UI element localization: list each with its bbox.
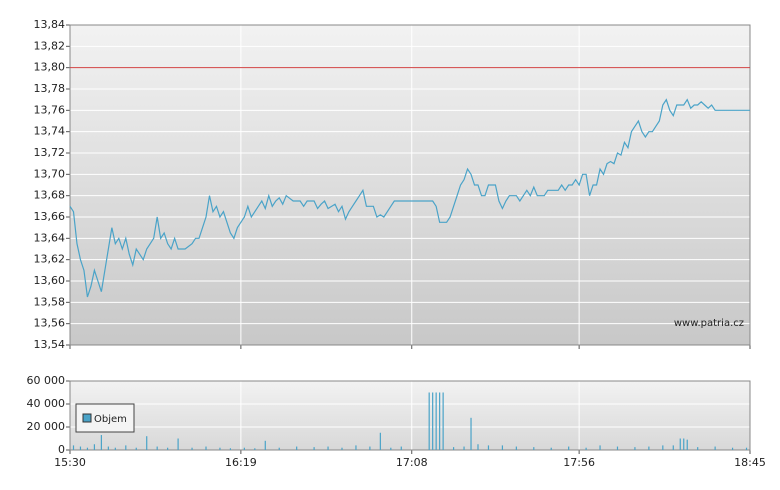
y-tick-label: 13,78: [34, 82, 66, 95]
volume-bar: [114, 447, 116, 450]
volume-bar: [568, 446, 570, 450]
volume-bar: [355, 445, 357, 450]
price-plot: [70, 25, 750, 345]
volume-bar: [379, 432, 381, 450]
volume-bar: [100, 435, 102, 450]
volume-bar: [470, 417, 472, 450]
volume-bar: [135, 447, 137, 450]
volume-bar: [731, 447, 734, 450]
volume-bar: [86, 447, 89, 450]
legend-label: Objem: [94, 414, 127, 425]
volume-bar: [463, 446, 465, 450]
y-tick-label: 13,72: [34, 146, 66, 159]
volume-bar: [515, 446, 517, 450]
volume-bar: [341, 447, 343, 450]
y-tick-label: 13,58: [34, 295, 66, 308]
x-tick-label: 17:08: [396, 456, 428, 469]
volume-bar: [683, 438, 685, 450]
y-tick-label: 13,82: [34, 39, 66, 52]
volume-bar: [93, 444, 96, 450]
volume-bar: [219, 447, 221, 450]
y-tick-label: 13,62: [34, 253, 66, 266]
volume-bar: [452, 447, 455, 450]
y-tick-label: 0: [58, 443, 65, 456]
volume-bar: [501, 445, 504, 450]
y-tick-label: 13,68: [34, 189, 66, 202]
volume-bar: [714, 446, 716, 450]
volume-bar: [435, 392, 437, 450]
volume-bar: [616, 446, 619, 450]
y-tick-label: 13,70: [34, 167, 66, 180]
volume-bar: [550, 447, 552, 450]
volume-bar: [296, 446, 298, 450]
volume-bar: [146, 436, 148, 450]
plot-border: [69, 24, 751, 346]
legend-swatch: [82, 413, 92, 423]
y-tick-label: 13,66: [34, 210, 66, 223]
x-tick-label: 18:45: [734, 456, 766, 469]
volume-bar: [439, 392, 441, 450]
volume-bar: [243, 447, 245, 450]
volume-bar: [264, 440, 266, 450]
y-tick-label: 13,80: [34, 61, 66, 74]
volume-bar: [428, 392, 430, 450]
volume-bar: [254, 448, 256, 450]
volume-bar: [487, 445, 490, 450]
volume-bar: [125, 445, 127, 450]
volume-bar: [686, 439, 688, 450]
volume-plot: [70, 381, 750, 450]
y-tick-label: 13,56: [34, 317, 66, 330]
price-line: [69, 98, 750, 298]
volume-bar: [313, 447, 315, 450]
volume-bar: [177, 438, 179, 450]
volume-bar: [156, 446, 158, 450]
volume-bar: [205, 446, 207, 450]
volume-bar: [585, 447, 587, 450]
volume-bar: [107, 446, 109, 450]
volume-bar: [432, 392, 434, 450]
y-tick-label: 13,84: [34, 18, 66, 31]
watermark: www.patria.cz: [674, 318, 744, 329]
volume-bar: [278, 447, 280, 450]
volume-bar: [477, 444, 479, 450]
volume-bar: [72, 445, 75, 450]
volume-bar: [167, 447, 169, 450]
volume-bar: [191, 447, 193, 450]
y-tick-label: 20 000: [27, 420, 66, 433]
volume-bar: [672, 445, 674, 450]
y-tick-label: 13,60: [34, 274, 66, 287]
x-tick-label: 15:30: [54, 456, 86, 469]
y-tick-label: 40 000: [27, 397, 66, 410]
y-tick-label: 13,76: [34, 103, 66, 116]
volume-bar: [400, 446, 402, 450]
volume-bar: [634, 447, 636, 450]
volume-bar: [662, 445, 664, 450]
volume-bar: [697, 447, 699, 450]
volume-bar: [79, 446, 82, 450]
volume-bar: [229, 448, 232, 450]
volume-bar: [327, 446, 329, 450]
volume-bar: [369, 446, 371, 450]
x-tick-label: 16:19: [225, 456, 257, 469]
y-tick-label: 13,54: [34, 338, 66, 351]
volume-bar: [442, 392, 444, 450]
volume-bar: [648, 446, 650, 450]
y-tick-label: 13,64: [34, 231, 66, 244]
x-tick-label: 17:56: [563, 456, 595, 469]
y-tick-label: 13,74: [34, 125, 66, 138]
volume-bar: [533, 447, 535, 450]
volume-bar: [599, 445, 601, 450]
y-tick-label: 60 000: [27, 374, 66, 387]
volume-bar: [679, 438, 681, 450]
volume-bar: [390, 447, 392, 450]
plot-border: [69, 380, 751, 451]
volume-bar: [745, 447, 748, 450]
